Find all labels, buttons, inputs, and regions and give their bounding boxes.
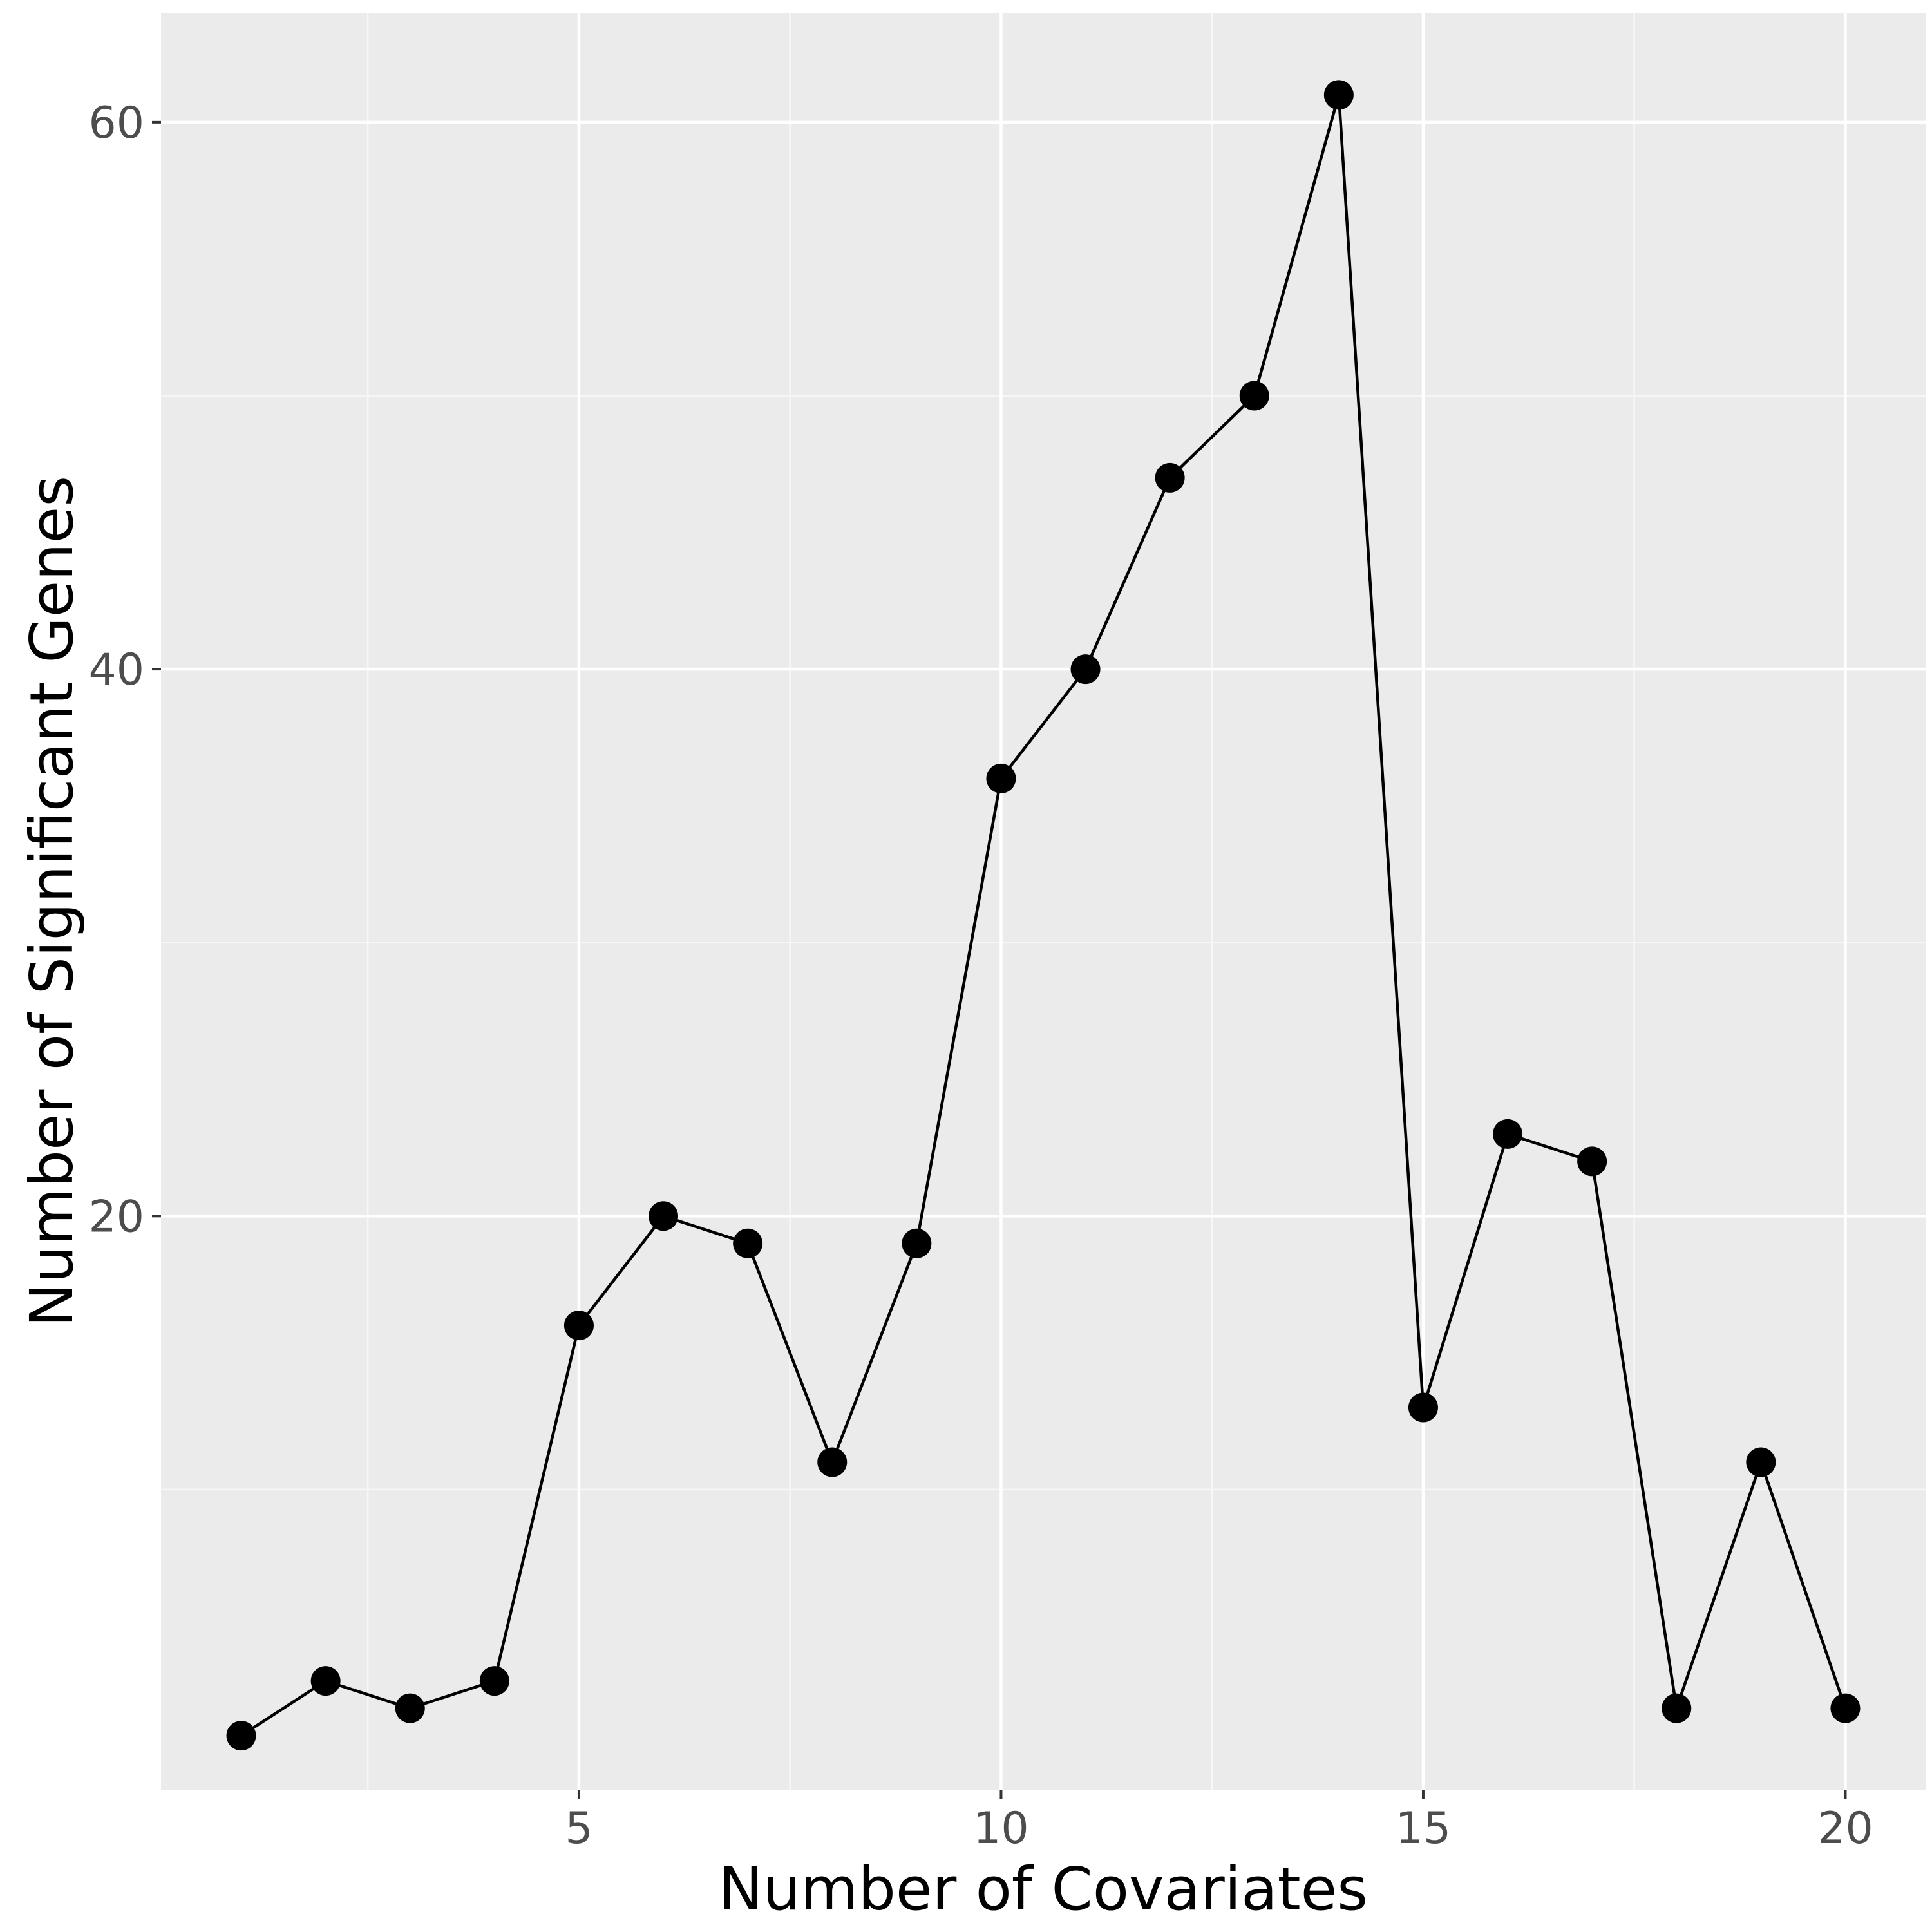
data-point <box>226 1721 256 1751</box>
data-point <box>1323 80 1354 110</box>
data-point <box>479 1666 509 1696</box>
tick-labels: 5 10 15 20 20 40 60 <box>88 98 1873 1854</box>
data-point <box>310 1666 341 1696</box>
data-point <box>1830 1693 1861 1723</box>
data-point <box>564 1311 594 1341</box>
x-tick-label: 20 <box>1817 1803 1873 1854</box>
x-tick-label: 10 <box>973 1803 1029 1854</box>
plot-panel <box>161 13 1926 1790</box>
x-axis-title: Number of Covariates <box>719 1855 1368 1924</box>
axis-ticks <box>152 120 1847 1799</box>
data-points <box>226 80 1861 1751</box>
data-point <box>649 1201 679 1231</box>
data-point <box>733 1228 763 1258</box>
x-tick-label: 15 <box>1396 1803 1452 1854</box>
data-point <box>1662 1693 1692 1723</box>
y-axis-title: Number of Significant Genes <box>17 476 86 1327</box>
data-point <box>902 1228 932 1258</box>
minor-gridlines <box>161 13 1926 1790</box>
data-point <box>395 1693 425 1723</box>
data-point <box>1070 654 1101 685</box>
data-point <box>1408 1392 1438 1423</box>
major-gridlines <box>161 13 1926 1790</box>
data-point <box>986 763 1016 793</box>
data-point <box>1155 462 1185 493</box>
data-point <box>817 1447 848 1477</box>
data-point <box>1746 1447 1776 1477</box>
x-tick-label: 5 <box>565 1803 592 1854</box>
y-tick-label: 40 <box>88 645 144 696</box>
data-point <box>1493 1119 1523 1149</box>
data-point <box>1577 1146 1607 1177</box>
y-tick-label: 20 <box>88 1191 144 1242</box>
data-point <box>1239 381 1269 411</box>
y-tick-label: 60 <box>88 98 144 149</box>
